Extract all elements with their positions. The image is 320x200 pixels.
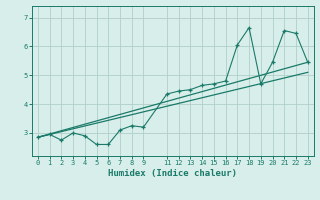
X-axis label: Humidex (Indice chaleur): Humidex (Indice chaleur) [108,169,237,178]
